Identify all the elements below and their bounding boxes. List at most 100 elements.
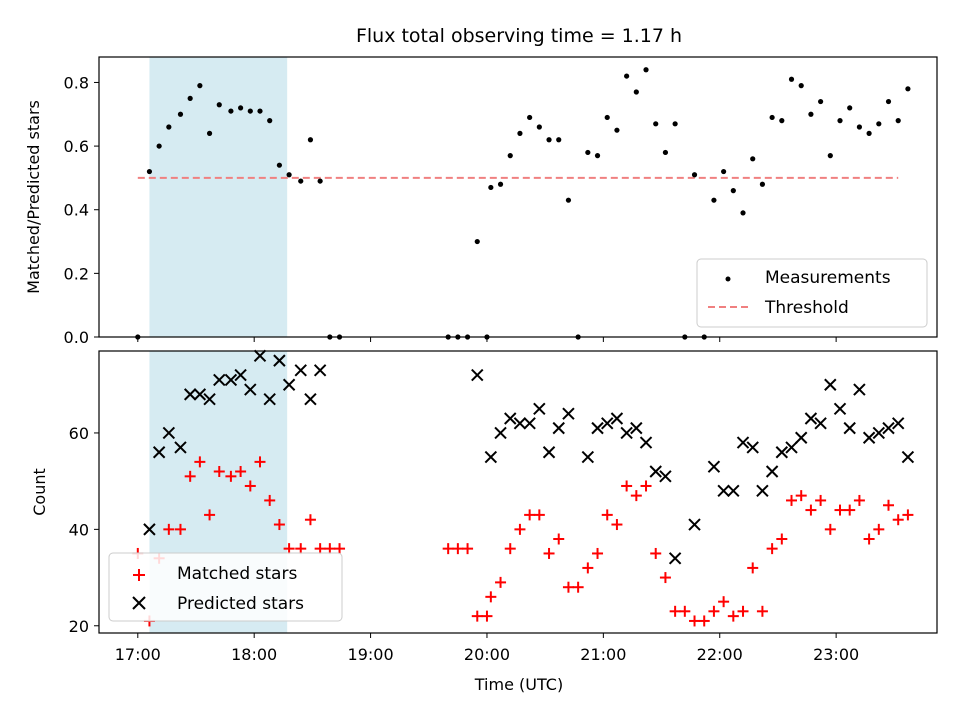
predicted-star-point [494,426,507,440]
predicted-star-point [224,373,238,387]
ratio-y-tick-label: 0.2 [64,264,89,283]
predicted-star-point [304,392,317,406]
count-x-tick-label: 23:00 [813,645,859,664]
predicted-star-point [717,484,730,498]
matched-star-point [892,514,904,526]
measurement-point [905,86,911,92]
matched-star-point [873,523,885,535]
matched-star-point [163,523,175,535]
predicted-star-point [775,446,789,459]
count-x-axis-ticks: 17:00 18:00 19:00 20:00 21:00 22:00 23:00 [115,633,859,664]
measurement-point [895,118,901,124]
measurement-point [769,114,775,121]
measurement-point [177,111,184,117]
predicted-star-point [804,412,818,425]
measurement-point [798,83,804,89]
matched-star-point [708,605,720,617]
predicted-star-point [313,364,327,377]
measurement-point [594,153,601,159]
matched-legend-label: Matched stars [177,564,297,584]
measurement-point [711,197,717,203]
predicted-star-point [183,388,197,401]
predicted-star-point [872,426,886,440]
matched-star-point [495,576,507,588]
count-legend: Matched stars Predicted stars [108,552,343,622]
predicted-star-point [707,460,721,473]
measurement-point [474,238,480,245]
matched-star-point [747,562,759,574]
matched-star-point [659,572,671,584]
measurement-point [624,73,630,79]
matched-stars-points [132,456,914,627]
measurement-point [276,162,283,168]
predicted-star-point [824,378,837,391]
predicted-star-point [581,450,595,464]
matched-star-point [834,504,846,516]
matched-star-point [863,533,875,545]
measurement-point [856,124,863,130]
predicted-star-point [253,349,267,363]
matched-star-point [235,466,247,478]
measurement-point [653,121,659,127]
count-y-tick-label: 60 [69,424,89,443]
ratio-y-tick-label: 0.8 [64,73,89,92]
measurement-point [166,124,172,130]
count-x-tick-label: 21:00 [580,645,626,664]
matched-star-point [902,509,914,521]
threshold-legend-label: Threshold [764,298,849,318]
measurement-point [156,143,162,149]
predicted-star-point [213,373,226,387]
measurement-point [643,67,649,73]
measurement-point [556,137,562,143]
measurement-point [672,121,678,127]
matched-star-point [514,523,526,535]
predicted-star-point [756,484,769,498]
matched-star-point [254,456,266,468]
matched-star-point [462,543,474,555]
matched-star-point [225,470,237,482]
matched-legend-marker [133,569,145,581]
matched-star-point [815,494,827,506]
matched-star-point [853,494,865,506]
measurement-point [750,156,756,162]
matched-star-point [572,581,584,593]
count-y-tick-label: 20 [69,617,89,636]
predicted-star-point [601,417,614,430]
matched-star-point [669,605,681,617]
matched-star-point [786,494,798,506]
measurement-point [759,181,766,187]
matched-star-point [679,605,691,617]
matched-star-point [314,543,326,555]
predicted-star-point [552,421,565,435]
matched-star-point [485,591,497,603]
matched-star-point [442,543,454,555]
count-plot-frame [98,350,938,634]
matched-star-point [601,509,613,521]
matched-star-point [543,547,555,559]
predicted-legend-marker [132,596,146,610]
measurement-point [286,172,292,178]
measurement-point [633,89,639,95]
ratio-y-axis-label: Matched/Predicted stars [24,100,43,294]
predicted-star-point [688,518,701,531]
measurement-point [546,137,552,143]
predicted-legend-label: Predicted stars [177,594,304,614]
measurement-point [818,98,824,105]
matched-star-point [756,605,768,617]
predicted-star-point [143,523,156,536]
matched-star-point [650,547,662,559]
count-y-axis-ticks: 20 40 60 [69,424,99,636]
measurement-point [614,127,620,133]
measurement-point [691,172,698,178]
matched-star-point [562,581,574,593]
predicted-stars-points [143,349,915,565]
matched-star-point [611,519,623,531]
measurement-point [730,188,736,194]
measurement-point [146,168,153,175]
matched-star-point [244,480,256,492]
predicted-star-point [152,446,166,459]
matched-star-point [883,499,895,511]
matched-star-point [718,596,730,608]
predicted-star-point [504,412,517,425]
